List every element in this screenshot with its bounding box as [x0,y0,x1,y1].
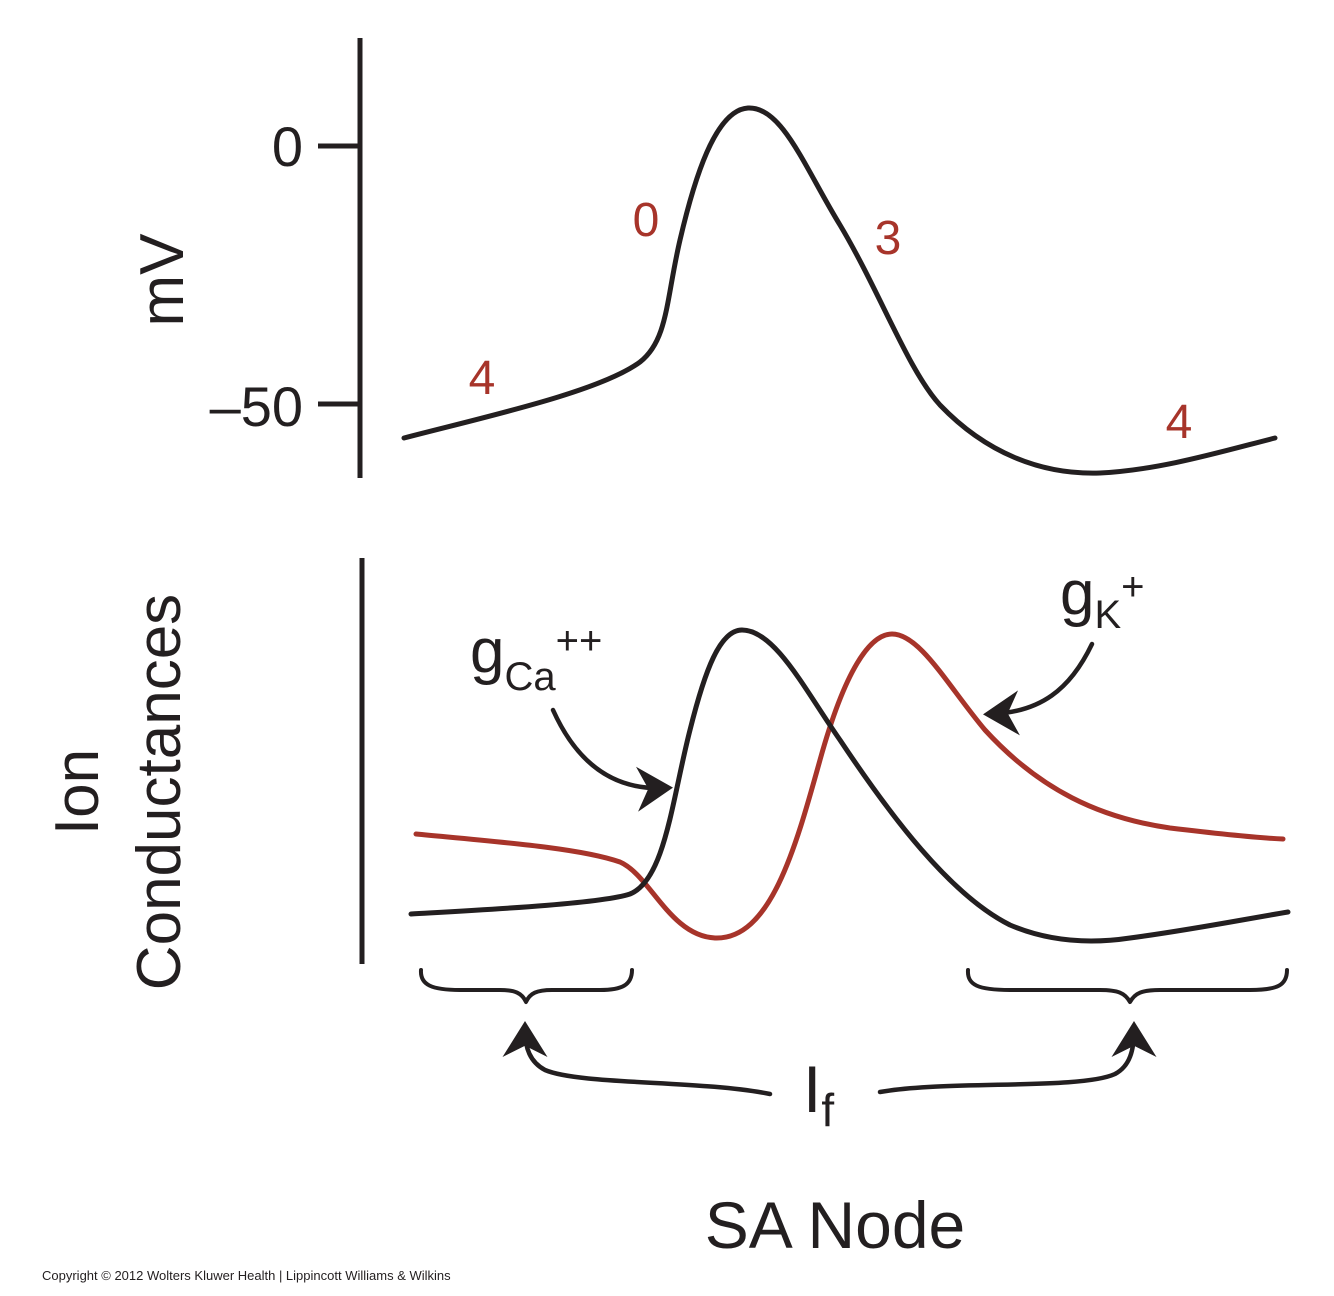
gk-label: gK+ [1060,559,1145,637]
if-label: If [803,1052,834,1136]
tick-label-neg50: –50 [210,375,303,438]
gca-label-sup: ++ [556,619,603,663]
if-label-sub: f [821,1084,834,1136]
if-label-main: I [803,1052,821,1126]
gca-label: gCa++ [470,617,602,699]
mv-axis-label: mV [128,233,197,327]
if-arrow-left [502,1021,773,1097]
gca-label-sub: Ca [504,655,556,699]
phase-4-label-right: 4 [1166,396,1193,449]
phase-3-label: 3 [875,212,902,265]
gk-label-main: g [1060,559,1094,628]
left-if-brace [418,968,634,1004]
gca-label-main: g [470,617,504,686]
right-if-brace [965,968,1289,1004]
gk-label-sup: + [1121,565,1144,609]
figure-title: SA Node [705,1188,966,1262]
ion-conductance-panel: Ion Conductances gCa++ gK+ If [43,558,1291,1136]
gk-conductance-curve [413,631,1286,941]
axis-label-ion: Ion [43,749,112,835]
gca-conductance-curve [408,627,1291,944]
gk-label-sub: K [1094,593,1121,637]
conductance-axis-label: Ion Conductances [43,594,194,990]
copyright-notice: Copyright © 2012 Wolters Kluwer Health |… [42,1268,451,1283]
membrane-potential-panel: 0 –50 mV 4 0 3 4 [128,38,1278,478]
gca-pointer-arrow [550,707,673,812]
axis-label-conductances: Conductances [125,594,194,990]
if-arrow-right [877,1021,1157,1095]
tick-label-0: 0 [272,115,303,178]
phase-0-label: 0 [633,194,660,247]
phase-4-label-left: 4 [469,352,496,405]
gk-pointer-arrow [983,641,1095,736]
action-potential-curve [401,105,1278,476]
